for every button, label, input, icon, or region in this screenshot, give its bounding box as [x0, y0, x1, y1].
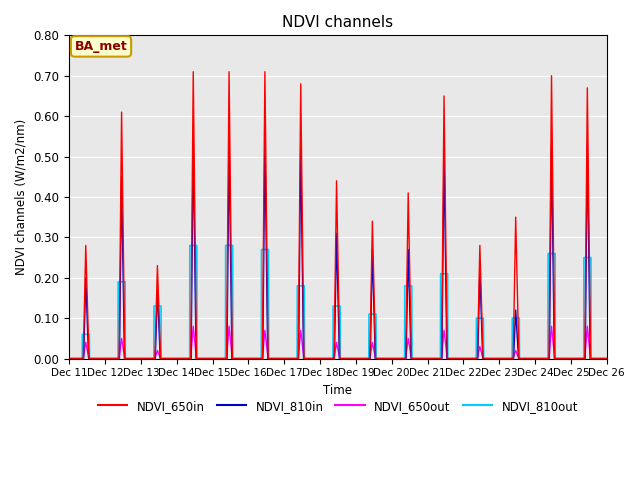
Line: NDVI_810out: NDVI_810out: [69, 245, 607, 359]
NDVI_650out: [476, 344, 484, 349]
NDVI_650out: [495, 356, 503, 361]
NDVI_810in: [495, 356, 503, 361]
NDVI_650in: [115, 356, 123, 361]
NDVI_810in: [189, 137, 197, 143]
NDVI_650out: [548, 324, 556, 329]
NDVI_650out: [603, 356, 611, 361]
NDVI_810in: [603, 356, 611, 361]
NDVI_810in: [116, 356, 124, 361]
NDVI_650out: [115, 356, 123, 361]
Text: BA_met: BA_met: [75, 40, 127, 53]
NDVI_810in: [495, 356, 503, 361]
NDVI_810out: [65, 356, 73, 361]
Legend: NDVI_650in, NDVI_810in, NDVI_650out, NDVI_810out: NDVI_650in, NDVI_810in, NDVI_650out, NDV…: [93, 395, 583, 417]
Title: NDVI channels: NDVI channels: [282, 15, 394, 30]
NDVI_650in: [65, 356, 73, 361]
Line: NDVI_650out: NDVI_650out: [69, 326, 607, 359]
NDVI_810out: [365, 311, 373, 317]
NDVI_810out: [186, 356, 193, 361]
NDVI_650in: [603, 356, 611, 361]
Line: NDVI_810in: NDVI_810in: [69, 140, 607, 359]
NDVI_650in: [476, 242, 484, 248]
NDVI_810out: [221, 356, 229, 361]
NDVI_810in: [65, 356, 73, 361]
NDVI_650out: [65, 356, 73, 361]
NDVI_810in: [512, 307, 520, 313]
NDVI_810out: [436, 271, 444, 276]
NDVI_650out: [512, 348, 520, 353]
NDVI_810in: [548, 142, 556, 147]
NDVI_650out: [189, 324, 197, 329]
NDVI_650out: [495, 356, 503, 361]
Y-axis label: NDVI channels (W/m2/nm): NDVI channels (W/m2/nm): [15, 119, 28, 275]
NDVI_810out: [186, 242, 194, 248]
NDVI_650in: [548, 73, 556, 79]
NDVI_810out: [603, 356, 611, 361]
NDVI_650in: [189, 69, 197, 74]
NDVI_810in: [476, 267, 484, 273]
Line: NDVI_650in: NDVI_650in: [69, 72, 607, 359]
NDVI_650in: [495, 356, 503, 361]
NDVI_810out: [587, 255, 595, 261]
NDVI_650in: [512, 214, 520, 220]
NDVI_810out: [495, 356, 503, 361]
NDVI_650in: [495, 356, 503, 361]
X-axis label: Time: Time: [323, 384, 353, 397]
